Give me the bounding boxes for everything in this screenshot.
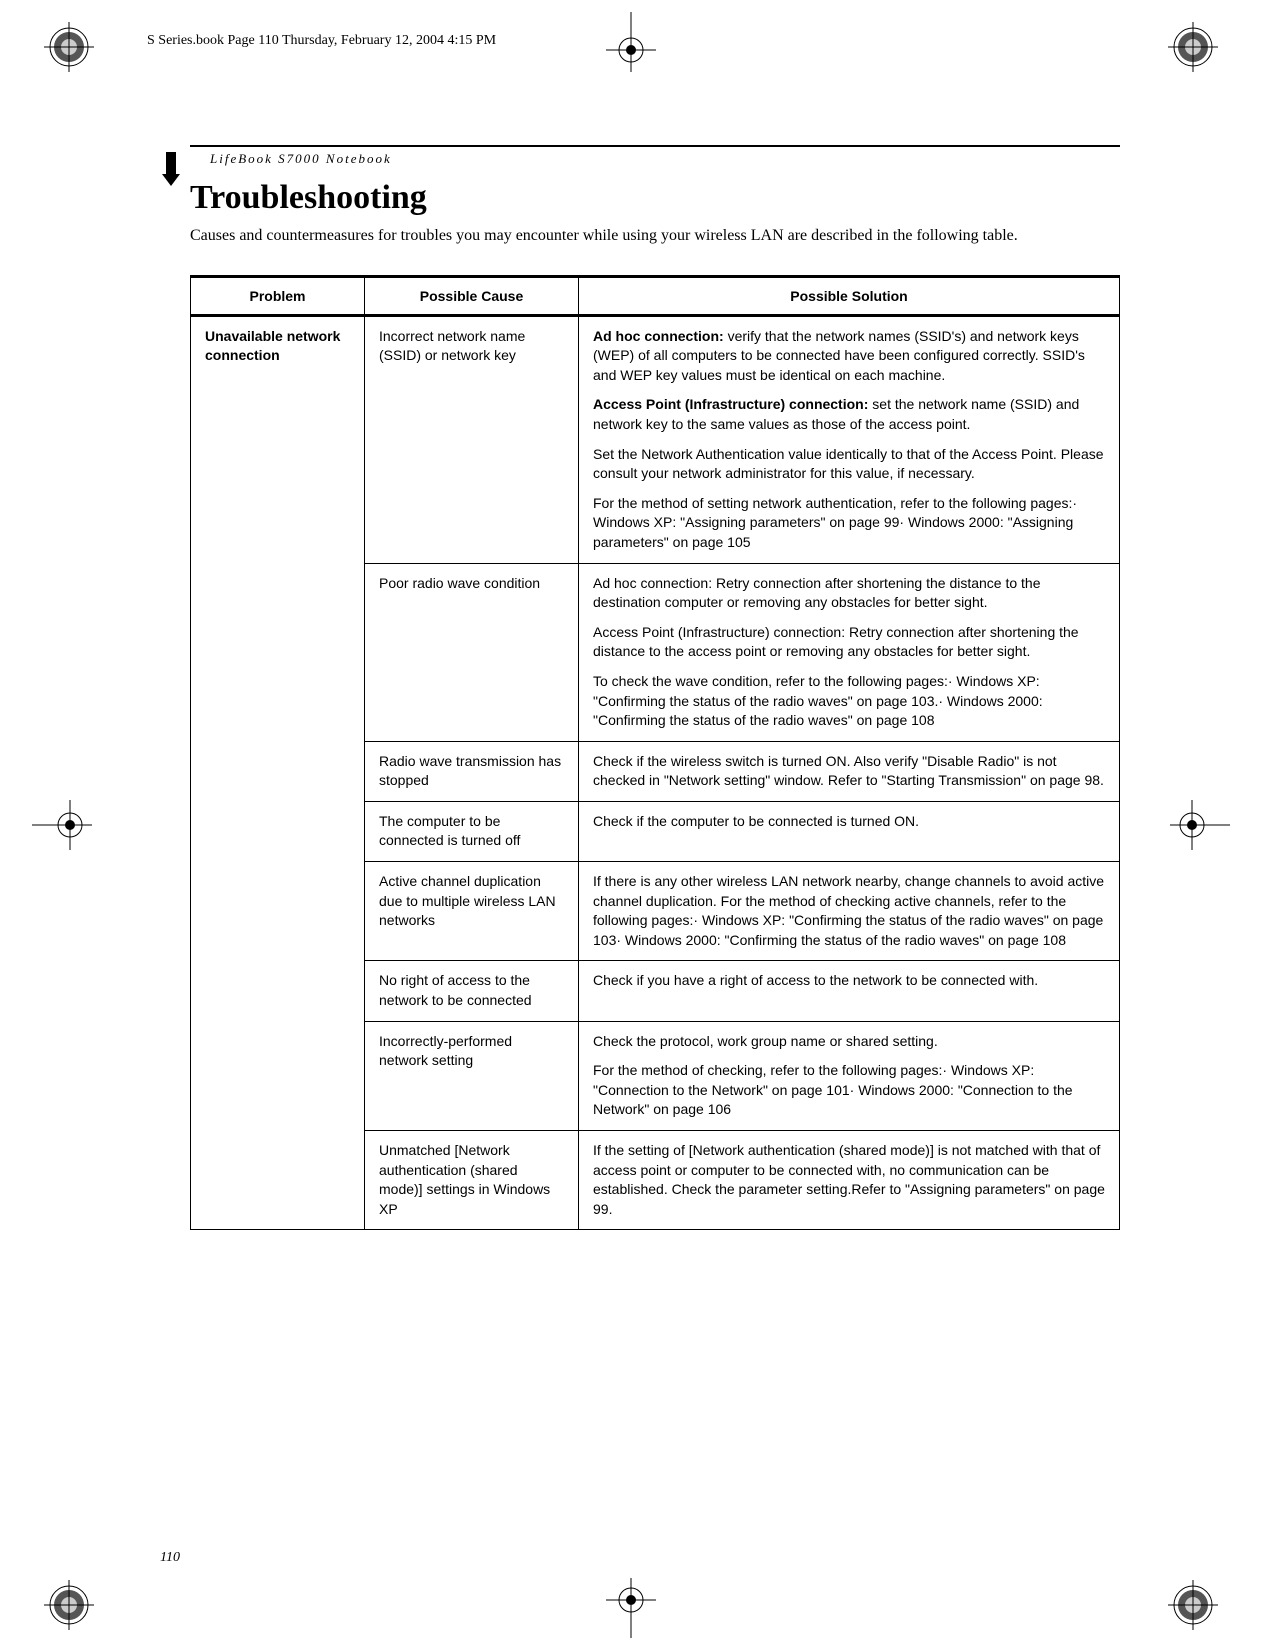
registration-mark <box>1168 22 1218 72</box>
solution-cell: Ad hoc connection: Retry connection afte… <box>579 563 1120 741</box>
cause-cell: The computer to be connected is turned o… <box>365 801 579 861</box>
crop-mark <box>32 800 92 850</box>
cause-cell: No right of access to the network to be … <box>365 961 579 1021</box>
page-number: 110 <box>160 1550 180 1566</box>
solution-cell: Check if you have a right of access to t… <box>579 961 1120 1021</box>
solution-cell: If the setting of [Network authenticatio… <box>579 1131 1120 1230</box>
registration-mark <box>1168 1580 1218 1630</box>
problem-cell: Unavailable network connection <box>191 315 365 1230</box>
solution-cell: Check if the wireless switch is turned O… <box>579 741 1120 801</box>
solution-cell: Ad hoc connection: verify that the netwo… <box>579 315 1120 563</box>
solution-cell: If there is any other wireless LAN netwo… <box>579 862 1120 961</box>
page-content: LifeBook S7000 Notebook Troubleshooting … <box>160 145 1120 1230</box>
solution-cell: Check if the computer to be connected is… <box>579 801 1120 861</box>
registration-mark <box>44 1580 94 1630</box>
col-solution: Possible Solution <box>579 276 1120 315</box>
troubleshooting-table: Problem Possible Cause Possible Solution… <box>190 275 1120 1231</box>
col-cause: Possible Cause <box>365 276 579 315</box>
cause-cell: Radio wave transmission has stopped <box>365 741 579 801</box>
solution-cell: Check the protocol, work group name or s… <box>579 1021 1120 1130</box>
cause-cell: Incorrect network name (SSID) or network… <box>365 315 579 563</box>
crop-mark <box>606 12 656 72</box>
page-title: Troubleshooting <box>190 179 1120 217</box>
cause-cell: Unmatched [Network authentication (share… <box>365 1131 579 1230</box>
crop-mark <box>606 1578 656 1638</box>
print-header: S Series.book Page 110 Thursday, Februar… <box>147 33 496 49</box>
registration-mark <box>44 22 94 72</box>
cause-cell: Active channel duplication due to multip… <box>365 862 579 961</box>
cause-cell: Poor radio wave condition <box>365 563 579 741</box>
crop-mark <box>1170 800 1230 850</box>
intro-text: Causes and countermeasures for troubles … <box>190 225 1120 247</box>
cause-cell: Incorrectly-performed network setting <box>365 1021 579 1130</box>
running-head: LifeBook S7000 Notebook <box>210 151 1120 167</box>
col-problem: Problem <box>191 276 365 315</box>
